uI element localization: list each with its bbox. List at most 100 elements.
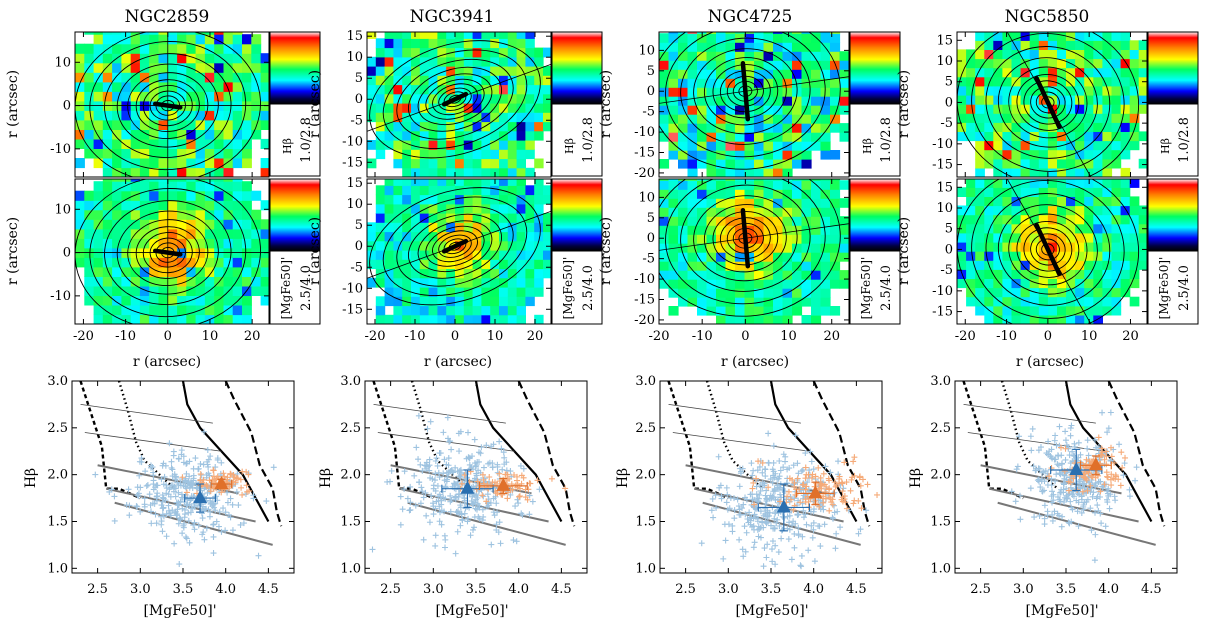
spaxel — [186, 158, 197, 169]
spaxel — [1075, 287, 1085, 298]
spaxel — [242, 148, 252, 159]
x-tick-label: 10 — [202, 329, 219, 344]
spaxel — [1084, 260, 1094, 270]
spaxel — [966, 223, 976, 234]
spaxel — [84, 209, 95, 220]
spaxel — [384, 32, 394, 39]
spaxel — [437, 75, 447, 86]
spaxel — [1038, 305, 1049, 316]
data-point-outer — [1062, 437, 1069, 444]
data-point-inner — [516, 493, 523, 500]
spaxel — [792, 159, 803, 169]
data-point-outer — [167, 484, 174, 491]
data-point-outer — [147, 502, 154, 509]
data-point-outer — [441, 456, 448, 463]
spaxel — [725, 42, 736, 52]
spaxel — [678, 123, 689, 133]
colorbar-label-hbeta: Hβ — [1159, 138, 1172, 154]
data-point-outer — [791, 495, 798, 502]
spaxel — [754, 32, 765, 34]
data-point-inner — [515, 493, 522, 500]
spaxel — [525, 231, 535, 242]
data-point-outer — [183, 535, 190, 542]
y-tick-label: 10 — [346, 50, 363, 65]
colorbar-label-mgfe: [MgFe50]' — [1157, 257, 1171, 320]
spaxel — [1038, 49, 1049, 60]
spaxel — [112, 167, 122, 177]
spaxel — [792, 279, 803, 289]
spaxel — [1020, 95, 1031, 105]
spaxel — [242, 181, 252, 192]
spaxel — [490, 75, 500, 86]
data-point-outer — [250, 492, 257, 499]
spaxel — [499, 93, 509, 104]
data-point-inner — [832, 483, 839, 490]
data-point-outer — [821, 521, 828, 528]
spaxel — [659, 123, 670, 133]
spaxel — [393, 185, 403, 196]
data-point-outer — [802, 450, 809, 457]
y-tick-label: 10 — [936, 54, 953, 69]
spaxel — [1029, 95, 1040, 105]
spaxel — [984, 205, 994, 216]
spaxel — [1111, 223, 1122, 234]
spaxel — [966, 196, 976, 207]
data-point-inner — [183, 489, 190, 496]
spaxel — [232, 138, 243, 149]
spaxel — [975, 32, 985, 41]
spaxel — [214, 228, 225, 239]
spaxel — [659, 105, 670, 115]
x-tick-label: 20 — [527, 329, 544, 344]
spaxel — [668, 189, 679, 199]
data-point-outer — [1027, 433, 1034, 440]
spaxel — [446, 213, 456, 223]
spaxel — [1111, 278, 1122, 289]
spaxel — [139, 314, 150, 324]
spaxel — [167, 190, 178, 201]
spaxel — [232, 32, 243, 35]
spaxel — [754, 78, 765, 88]
spaxel — [149, 129, 160, 140]
spaxel — [437, 222, 447, 233]
spaxel — [1138, 205, 1147, 216]
data-point-inner — [511, 471, 518, 478]
spaxel — [1011, 260, 1022, 270]
spaxel — [744, 159, 755, 169]
spaxel — [1120, 122, 1131, 132]
spaxel — [763, 51, 774, 61]
isophote-contour — [407, 213, 503, 279]
model-isochrone — [693, 487, 844, 523]
spaxel — [507, 66, 518, 76]
spaxel — [149, 32, 160, 35]
spaxel — [102, 62, 113, 73]
spaxel — [1066, 140, 1076, 151]
data-point-outer — [465, 429, 472, 436]
spaxel — [811, 297, 822, 307]
y-tick-label: -5 — [642, 252, 655, 267]
spaxel — [186, 181, 197, 192]
spaxel — [697, 69, 708, 79]
spaxel — [419, 167, 430, 177]
spaxel — [419, 179, 430, 186]
spaxel — [993, 40, 1003, 50]
spaxel — [1066, 67, 1076, 78]
spaxel — [773, 261, 784, 271]
spaxel — [820, 270, 831, 280]
spaxel — [472, 130, 482, 141]
spaxel — [782, 234, 793, 244]
spaxel — [1029, 58, 1040, 69]
spaxel — [820, 207, 831, 217]
data-point-outer — [1088, 485, 1095, 492]
spaxel — [839, 60, 849, 70]
spaxel — [1038, 251, 1049, 261]
spaxel — [811, 32, 822, 34]
spaxel — [830, 32, 841, 34]
spaxel — [975, 214, 985, 225]
spaxel — [121, 32, 132, 35]
spaxel — [402, 222, 412, 233]
spaxel — [782, 69, 793, 79]
data-point-outer — [742, 548, 749, 555]
spaxel — [102, 200, 113, 211]
spaxel — [1102, 149, 1113, 160]
spaxel — [525, 32, 535, 39]
